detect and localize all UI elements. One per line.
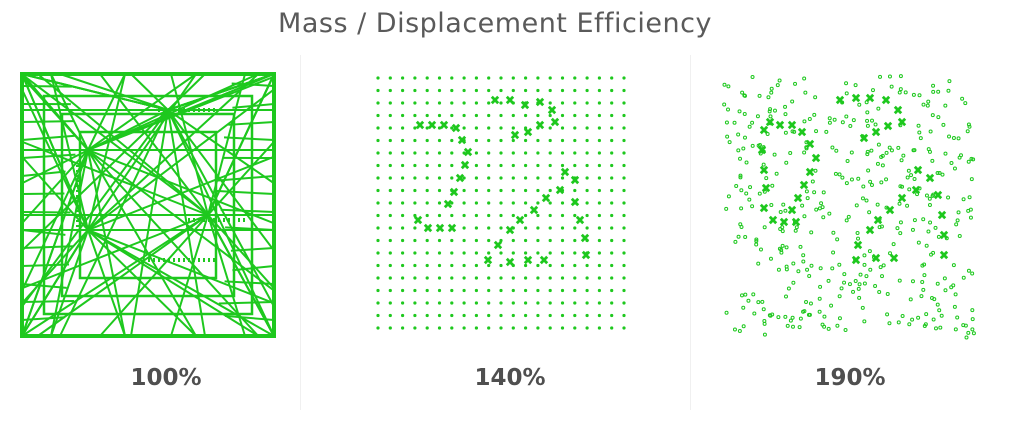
scatter-dots-diagram — [722, 74, 976, 340]
caption-140: 140% — [474, 365, 546, 391]
caption-190: 190% — [814, 365, 886, 391]
caption-100: 100% — [130, 365, 202, 391]
divider-right — [690, 55, 691, 410]
figure-title: Mass / Displacement Efficiency — [278, 8, 712, 39]
panel-grid — [370, 70, 632, 345]
panel-scatter — [718, 70, 980, 345]
panel-mesh — [18, 70, 280, 345]
divider-left — [300, 55, 301, 410]
mesh-diagram — [20, 72, 276, 338]
grid-dots-diagram — [376, 76, 626, 330]
